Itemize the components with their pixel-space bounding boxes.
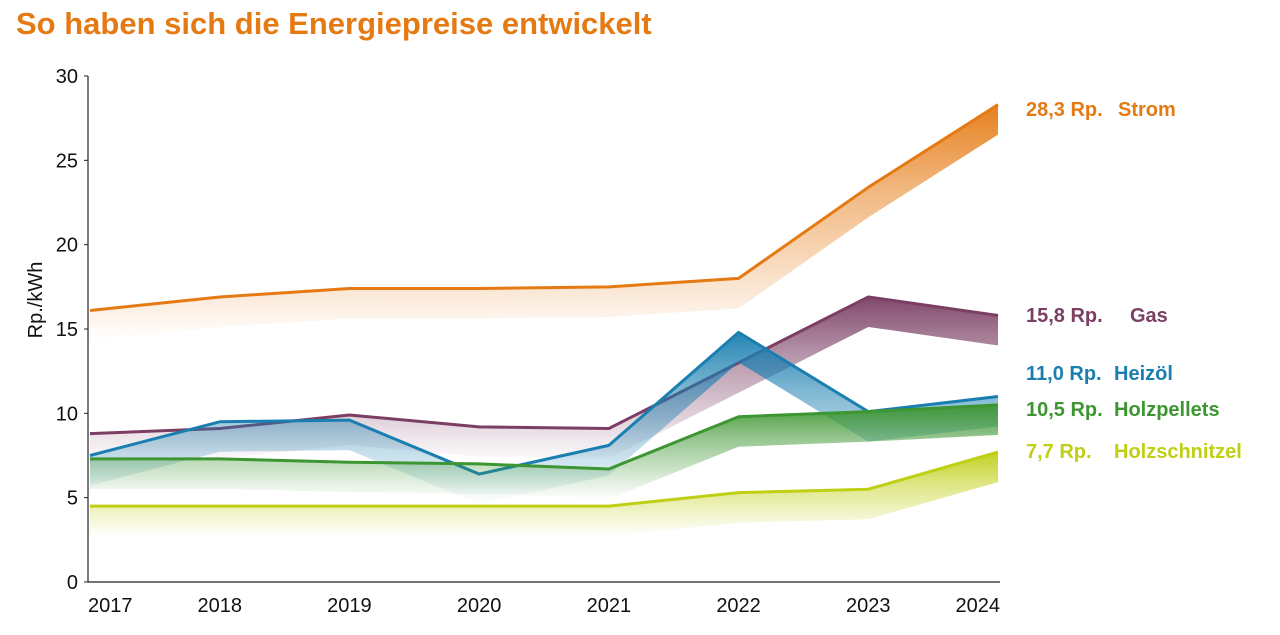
x-tick-label: 2024 — [956, 595, 1001, 617]
y-tick-label: 10 — [56, 403, 78, 425]
y-axis-label: Rp./kWh — [25, 262, 47, 339]
chart-title: So haben sich die Energiepreise entwicke… — [16, 6, 652, 41]
series-layer — [89, 103, 999, 537]
x-tick-label: 2021 — [587, 595, 632, 617]
y-tick-label: 0 — [67, 572, 78, 594]
x-tick-label: 2017 — [88, 595, 133, 617]
series-name-label: Holzschnitzel — [1114, 441, 1242, 463]
series-holzpellets — [90, 403, 999, 499]
y-tick-label: 25 — [56, 150, 78, 172]
series-holzschnitzel — [90, 450, 999, 537]
x-tick-label: 2019 — [327, 595, 372, 617]
series-strom — [89, 103, 999, 341]
series-line — [90, 450, 999, 508]
series-value-label: 10,5 Rp. — [1026, 399, 1103, 421]
series-value-label: 11,0 Rp. — [1026, 363, 1102, 385]
series-name-label: Gas — [1130, 305, 1168, 327]
series-value-label: 7,7 Rp. — [1026, 441, 1092, 463]
x-tick-label: 2022 — [716, 595, 761, 617]
series-ribbon — [90, 404, 998, 499]
series-name-label: Holzpellets — [1114, 399, 1220, 421]
series-value-label: 28,3 Rp. — [1026, 99, 1103, 121]
y-tick-label: 15 — [56, 319, 78, 341]
y-ticks: 0 5 10 15 20 25 30 — [56, 66, 88, 594]
series-line — [89, 103, 999, 312]
series-value-label: 15,8 Rp. — [1026, 305, 1103, 327]
series-heizöl — [89, 330, 999, 505]
series-ribbon — [90, 104, 998, 341]
series-ribbon — [90, 332, 998, 505]
series-line — [90, 403, 999, 471]
x-ticks: 2017 2018 2019 2020 2021 2022 2023 2024 — [88, 595, 1000, 617]
x-tick-label: 2018 — [197, 595, 242, 617]
y-tick-label: 30 — [56, 66, 78, 88]
x-tick-label: 2020 — [457, 595, 502, 617]
series-labels: 28,3 Rp. Strom 15,8 Rp. Gas 11,0 Rp. Heizöl 10… — [1026, 99, 1242, 463]
series-name-label: Strom — [1118, 99, 1176, 121]
y-tick-label: 20 — [56, 235, 78, 257]
y-tick-label: 5 — [67, 488, 78, 510]
x-tick-label: 2023 — [846, 595, 891, 617]
series-name-label: Heizöl — [1114, 363, 1173, 385]
series-line — [89, 330, 999, 476]
series-ribbon — [90, 452, 998, 537]
